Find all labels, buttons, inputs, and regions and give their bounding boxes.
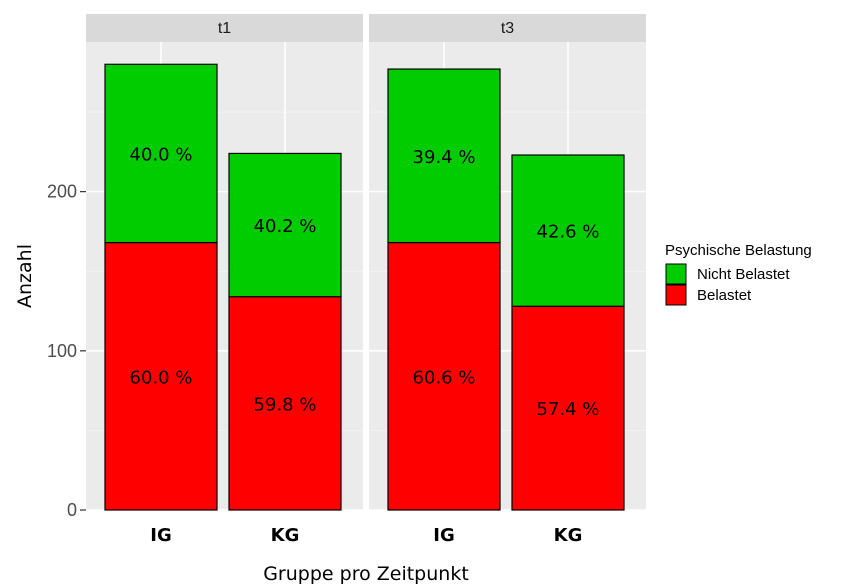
x-tick-label: IG <box>433 525 454 546</box>
x-tick-label: KG <box>271 525 300 546</box>
bar-percentage-label: 40.2 % <box>254 216 317 237</box>
facet-strip <box>369 14 646 42</box>
y-tick-label: 0 <box>67 500 77 520</box>
bar-percentage-label: 40.0 % <box>130 144 193 165</box>
bar-segment <box>511 305 625 511</box>
x-tick-label: IG <box>150 525 171 546</box>
legend-entry-label: Nicht Belastet <box>697 266 790 283</box>
y-tick-label: 200 <box>47 182 77 202</box>
chart-panels: t1 60.0 % 40.0 % IG 59.8 % 40.2 % KG t3 60.6 % 39… <box>86 14 646 546</box>
y-tick-label: 100 <box>47 341 77 361</box>
facet-strip <box>86 14 363 42</box>
x-tick-label: KG <box>554 525 583 546</box>
y-axis-title: Anzahl <box>14 244 36 308</box>
facet-panel-t1: t1 60.0 % 40.0 % IG 59.8 % 40.2 % KG <box>86 14 363 546</box>
bar-percentage-label: 59.8 % <box>254 394 317 415</box>
facet-strip-label: t1 <box>218 20 231 37</box>
legend: Psychische Belastung Nicht Belastet Belas… <box>665 242 812 306</box>
bar-percentage-label: 57.4 % <box>537 399 600 420</box>
bar-segment <box>104 241 218 511</box>
y-axis: 0 100 200 <box>47 182 86 520</box>
bar-percentage-label: 39.4 % <box>413 147 476 168</box>
bar-segment <box>104 63 218 244</box>
bar-segment <box>511 154 625 307</box>
bar-segment <box>387 241 501 511</box>
bar-segment <box>228 152 342 298</box>
bar-segment <box>387 68 501 244</box>
legend-title: Psychische Belastung <box>665 242 812 259</box>
facet-strip-label: t3 <box>501 20 514 37</box>
x-axis-title: Gruppe pro Zeitpunkt <box>263 563 469 585</box>
legend-swatch <box>665 284 687 306</box>
facet-panel-t3: t3 60.6 % 39.4 % IG 57.4 % 42.6 % KG <box>369 14 646 546</box>
bar-percentage-label: 60.0 % <box>130 367 193 388</box>
bar-percentage-label: 42.6 % <box>537 222 600 243</box>
bar-segment <box>228 296 342 511</box>
bar-percentage-label: 60.6 % <box>413 367 476 388</box>
legend-entry-label: Belastet <box>697 287 752 304</box>
legend-swatch <box>665 263 687 285</box>
